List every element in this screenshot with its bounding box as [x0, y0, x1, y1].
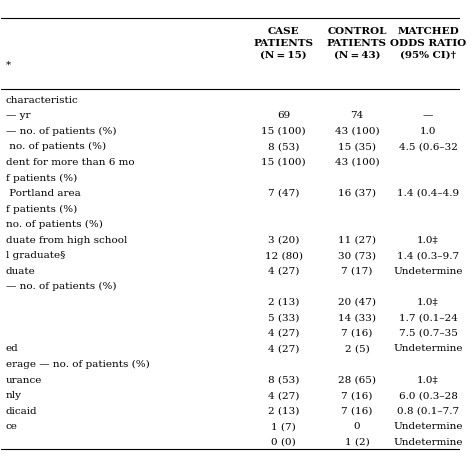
- Text: duate from high school: duate from high school: [6, 236, 128, 245]
- Text: (N = 15): (N = 15): [260, 51, 307, 60]
- Text: 7 (16): 7 (16): [341, 391, 373, 400]
- Text: —: —: [423, 111, 433, 120]
- Text: 15 (100): 15 (100): [261, 127, 306, 136]
- Text: 4 (27): 4 (27): [268, 329, 299, 338]
- Text: duate: duate: [6, 267, 36, 276]
- Text: 7 (16): 7 (16): [341, 329, 373, 338]
- Text: 30 (73): 30 (73): [338, 251, 376, 260]
- Text: 4 (27): 4 (27): [268, 345, 299, 354]
- Text: 1.0: 1.0: [420, 127, 437, 136]
- Text: Undetermine: Undetermine: [393, 345, 463, 354]
- Text: Undetermine: Undetermine: [393, 438, 463, 447]
- Text: 11 (27): 11 (27): [338, 236, 376, 245]
- Text: 7 (17): 7 (17): [341, 267, 373, 276]
- Text: *: *: [6, 60, 11, 69]
- Text: 2 (5): 2 (5): [345, 345, 369, 354]
- Text: 1.0‡: 1.0‡: [417, 236, 439, 245]
- Text: 1.4 (0.3–9.7: 1.4 (0.3–9.7: [397, 251, 459, 260]
- Text: PATIENTS: PATIENTS: [327, 39, 387, 48]
- Text: 1.0‡: 1.0‡: [417, 375, 439, 384]
- Text: CONTROL: CONTROL: [327, 27, 387, 36]
- Text: 43 (100): 43 (100): [335, 158, 379, 167]
- Text: erage — no. of patients (%): erage — no. of patients (%): [6, 360, 150, 369]
- Text: dent for more than 6 mo: dent for more than 6 mo: [6, 158, 135, 167]
- Text: CASE: CASE: [268, 27, 300, 36]
- Text: 28 (65): 28 (65): [338, 375, 376, 384]
- Text: 12 (80): 12 (80): [264, 251, 302, 260]
- Text: ed: ed: [6, 345, 19, 354]
- Text: ce: ce: [6, 422, 18, 431]
- Text: no. of patients (%): no. of patients (%): [6, 142, 106, 151]
- Text: 3 (20): 3 (20): [268, 236, 299, 245]
- Text: no. of patients (%): no. of patients (%): [6, 220, 103, 229]
- Text: 43 (100): 43 (100): [335, 127, 379, 136]
- Text: 6.0 (0.3–28: 6.0 (0.3–28: [399, 391, 457, 400]
- Text: Undetermine: Undetermine: [393, 422, 463, 431]
- Text: 1.4 (0.4–4.9: 1.4 (0.4–4.9: [397, 189, 459, 198]
- Text: 15 (35): 15 (35): [338, 142, 376, 151]
- Text: 0: 0: [354, 422, 360, 431]
- Text: nly: nly: [6, 391, 22, 400]
- Text: 4.5 (0.6–32: 4.5 (0.6–32: [399, 142, 457, 151]
- Text: PATIENTS: PATIENTS: [254, 39, 314, 48]
- Text: MATCHED: MATCHED: [397, 27, 459, 36]
- Text: 1.0‡: 1.0‡: [417, 298, 439, 307]
- Text: 15 (100): 15 (100): [261, 158, 306, 167]
- Text: 2 (13): 2 (13): [268, 298, 299, 307]
- Text: ODDS RATIO: ODDS RATIO: [390, 39, 466, 48]
- Text: 1 (2): 1 (2): [345, 438, 369, 447]
- Text: f patients (%): f patients (%): [6, 204, 77, 214]
- Text: 7.5 (0.7–35: 7.5 (0.7–35: [399, 329, 457, 338]
- Text: l graduate§: l graduate§: [6, 251, 65, 260]
- Text: 16 (37): 16 (37): [338, 189, 376, 198]
- Text: 69: 69: [277, 111, 290, 120]
- Text: (95% CI)†: (95% CI)†: [400, 51, 456, 60]
- Text: 14 (33): 14 (33): [338, 313, 376, 322]
- Text: 5 (33): 5 (33): [268, 313, 299, 322]
- Text: 20 (47): 20 (47): [338, 298, 376, 307]
- Text: — no. of patients (%): — no. of patients (%): [6, 282, 117, 292]
- Text: 4 (27): 4 (27): [268, 267, 299, 276]
- Text: 8 (53): 8 (53): [268, 142, 299, 151]
- Text: 2 (13): 2 (13): [268, 407, 299, 416]
- Text: 0.8 (0.1–7.7: 0.8 (0.1–7.7: [397, 407, 459, 416]
- Text: 7 (47): 7 (47): [268, 189, 299, 198]
- Text: 8 (53): 8 (53): [268, 375, 299, 384]
- Text: characteristic: characteristic: [6, 96, 79, 105]
- Text: Portland area: Portland area: [6, 189, 81, 198]
- Text: Undetermine: Undetermine: [393, 267, 463, 276]
- Text: — yr: — yr: [6, 111, 30, 120]
- Text: 4 (27): 4 (27): [268, 391, 299, 400]
- Text: dicaid: dicaid: [6, 407, 37, 416]
- Text: 1 (7): 1 (7): [271, 422, 296, 431]
- Text: 74: 74: [350, 111, 364, 120]
- Text: 7 (16): 7 (16): [341, 407, 373, 416]
- Text: — no. of patients (%): — no. of patients (%): [6, 127, 117, 136]
- Text: 1.7 (0.1–24: 1.7 (0.1–24: [399, 313, 457, 322]
- Text: f patients (%): f patients (%): [6, 173, 77, 182]
- Text: urance: urance: [6, 375, 42, 384]
- Text: (N = 43): (N = 43): [334, 51, 380, 60]
- Text: 0 (0): 0 (0): [271, 438, 296, 447]
